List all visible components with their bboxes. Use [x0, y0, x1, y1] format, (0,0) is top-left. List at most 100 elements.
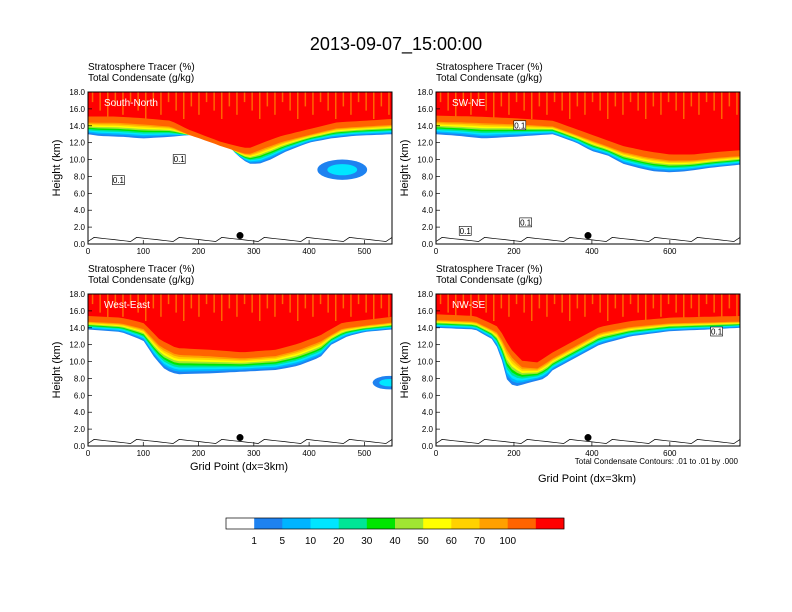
tracer-streak	[629, 92, 632, 103]
tracer-streak	[152, 92, 155, 107]
x-tick-label: 0	[86, 247, 91, 256]
plot-area: 0.1 0.1 0.1	[436, 92, 740, 242]
tracer-streak	[477, 294, 480, 305]
condensate-contour	[88, 439, 392, 444]
tracer-streak	[251, 294, 253, 313]
y-axis-label: Height (km)	[399, 140, 411, 197]
tracer-streak	[357, 92, 360, 103]
x-tick-label: 400	[585, 449, 599, 458]
tracer-streak	[690, 92, 693, 107]
tracer-blob-core	[379, 378, 392, 387]
tracer-streak	[439, 92, 442, 103]
y-tick-label: 12.0	[69, 341, 85, 350]
y-tick-label: 0.0	[422, 240, 434, 249]
tracer-streak	[728, 294, 731, 309]
tracer-streak	[584, 294, 586, 317]
tracer-streak	[327, 294, 329, 313]
tracer-streak	[281, 294, 284, 305]
tracer-streak	[637, 92, 639, 111]
location-marker	[584, 434, 592, 442]
figure-title: 2013-09-07_15:00:00	[310, 34, 482, 55]
y-tick-label: 0.0	[74, 240, 86, 249]
tracer-streak	[160, 294, 162, 317]
y-tick-label: 0.0	[74, 442, 86, 451]
tracer-streak	[160, 92, 162, 115]
y-tick-label: 8.0	[422, 172, 434, 181]
tracer-streak	[190, 92, 193, 107]
tracer-streak	[145, 294, 147, 321]
tracer-streak	[122, 92, 124, 115]
y-tick-label: 2.0	[422, 223, 434, 232]
y-axis-label: Height (km)	[51, 342, 63, 399]
plot-area: 0.1	[436, 294, 740, 444]
tracer-streak	[91, 294, 94, 305]
tracer-streak	[645, 294, 647, 321]
tracer-streak	[137, 294, 139, 313]
y-tick-label: 8.0	[74, 172, 86, 181]
y-tick-label: 4.0	[74, 408, 86, 417]
tracer-streak	[205, 92, 208, 103]
colorbar-swatch	[254, 518, 283, 529]
x-tick-label: 300	[247, 247, 261, 256]
colorbar-swatch	[226, 518, 255, 529]
tracer-streak	[660, 294, 662, 317]
tracer-streak	[357, 294, 360, 305]
colorbar-swatch	[479, 518, 508, 529]
panel-label: NW-SE	[452, 300, 485, 311]
tracer-streak	[698, 294, 700, 317]
tracer-streak	[500, 92, 503, 107]
contour-label-box	[112, 175, 125, 185]
colorbar-label: 100	[499, 536, 516, 547]
tracer-streak	[198, 92, 200, 115]
panel-label: SW-NE	[452, 98, 485, 109]
tracer-streak	[713, 92, 715, 111]
tracer-streak	[645, 92, 647, 119]
colorbar-label: 40	[389, 536, 401, 547]
tracer-streak	[675, 92, 677, 111]
x-tick-label: 600	[663, 247, 677, 256]
contour-label-box	[513, 120, 527, 131]
y-tick-label: 14.0	[417, 324, 433, 333]
tracer-streak	[713, 294, 715, 313]
colorbar-label: 30	[361, 536, 373, 547]
tracer-streak	[500, 294, 503, 309]
tracer-streak	[289, 92, 291, 111]
tracer-streak	[221, 92, 223, 119]
tracer-streak	[243, 294, 246, 305]
x-tick-label: 400	[585, 247, 599, 256]
tracer-streak	[531, 92, 533, 119]
tracer-streak	[652, 92, 655, 107]
location-marker	[584, 232, 592, 240]
x-tick-label: 0	[434, 247, 439, 256]
y-tick-label: 6.0	[422, 391, 434, 400]
x-tick-label: 400	[302, 247, 316, 256]
tracer-streak	[342, 92, 345, 107]
tracer-streak	[561, 294, 563, 313]
condensate-contour	[436, 439, 740, 444]
contour-label: 0.1	[711, 328, 723, 337]
tracer-streak	[553, 294, 556, 305]
tracer-streak	[175, 92, 177, 111]
tracer-streak	[342, 294, 345, 309]
tracer-streak	[213, 92, 215, 111]
tracer-band-100	[436, 92, 740, 155]
location-marker	[236, 434, 244, 442]
y-tick-label: 8.0	[422, 374, 434, 383]
tracer-streak	[91, 92, 94, 103]
tracer-streak	[365, 294, 367, 313]
colorbar-swatch	[366, 518, 396, 529]
tracer-streak	[569, 294, 571, 321]
tracer-streak	[470, 92, 472, 115]
tracer-streak	[312, 294, 314, 317]
tracer-streak	[198, 294, 200, 317]
tracer-streak	[531, 294, 533, 321]
tracer-streak	[455, 294, 457, 321]
subtitle-condensate: Total Condensate (g/kg)	[436, 73, 542, 84]
colorbar: 1 5 10 20 30 40 50 60 70 100	[225, 517, 565, 547]
panel-label: West-East	[104, 300, 150, 311]
tracer-streak	[129, 294, 132, 305]
panel-frame	[87, 91, 393, 245]
x-tick-label: 200	[507, 449, 521, 458]
tracer-streak	[576, 92, 579, 107]
